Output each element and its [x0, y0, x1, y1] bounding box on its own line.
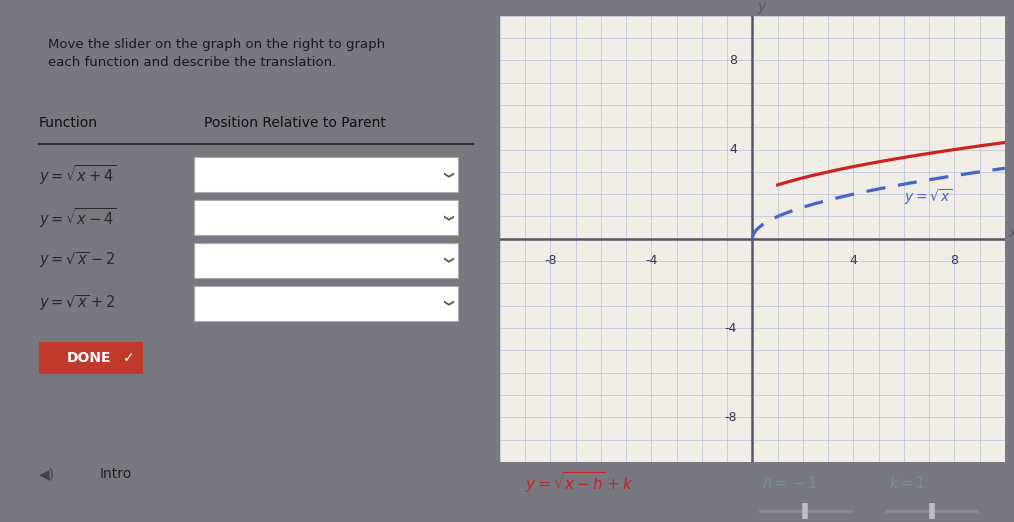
Text: ❯: ❯: [442, 171, 451, 179]
FancyBboxPatch shape: [195, 243, 458, 278]
Text: ❯: ❯: [442, 213, 451, 222]
Text: -8: -8: [545, 254, 557, 267]
FancyBboxPatch shape: [195, 200, 458, 235]
Text: $y = \sqrt{x-4}$: $y = \sqrt{x-4}$: [39, 206, 117, 230]
Text: 8: 8: [729, 54, 737, 67]
Text: $y = \sqrt{x} - 2$: $y = \sqrt{x} - 2$: [39, 251, 116, 270]
Text: Position Relative to Parent: Position Relative to Parent: [204, 116, 385, 130]
Text: 4: 4: [850, 254, 857, 267]
Text: Intro: Intro: [100, 467, 133, 481]
Text: Function: Function: [39, 116, 97, 130]
Text: $k = 1$: $k = 1$: [888, 475, 925, 491]
Text: $y = \sqrt{x+4}$: $y = \sqrt{x+4}$: [39, 163, 117, 187]
Text: $h = -1$: $h = -1$: [763, 475, 817, 491]
Text: DONE: DONE: [67, 351, 112, 365]
Text: $y = \sqrt{x} + 2$: $y = \sqrt{x} + 2$: [39, 293, 116, 313]
Text: y: y: [757, 0, 766, 14]
Text: 8: 8: [950, 254, 958, 267]
Text: -4: -4: [645, 254, 658, 267]
Text: 4: 4: [729, 143, 737, 156]
Text: $y = \sqrt{x}$: $y = \sqrt{x}$: [903, 187, 952, 207]
Text: ◀): ◀): [39, 467, 55, 481]
FancyBboxPatch shape: [39, 342, 143, 374]
FancyBboxPatch shape: [195, 158, 458, 193]
Text: $y = \sqrt{x - h} + k$: $y = \sqrt{x - h} + k$: [525, 470, 634, 495]
FancyBboxPatch shape: [195, 286, 458, 321]
Text: -8: -8: [725, 411, 737, 424]
Text: ✓: ✓: [123, 351, 134, 365]
Text: x: x: [1008, 226, 1014, 240]
Text: -4: -4: [725, 322, 737, 335]
Text: ❯: ❯: [442, 256, 451, 265]
Text: ❯: ❯: [442, 299, 451, 307]
Text: Move the slider on the graph on the right to graph
each function and describe th: Move the slider on the graph on the righ…: [49, 38, 385, 68]
